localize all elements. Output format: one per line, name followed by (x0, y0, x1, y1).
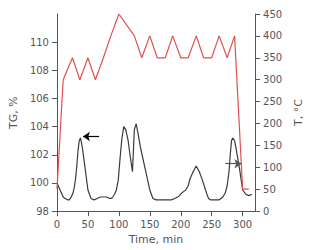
svg-text:106: 106 (30, 93, 49, 104)
svg-text:104: 104 (30, 121, 49, 132)
svg-text:400: 400 (263, 30, 282, 41)
svg-text:450: 450 (263, 9, 282, 20)
svg-text:250: 250 (263, 96, 282, 107)
svg-text:102: 102 (30, 149, 49, 160)
svg-text:50: 50 (263, 184, 276, 195)
svg-text:100: 100 (263, 162, 282, 173)
svg-text:350: 350 (263, 52, 282, 63)
svg-text:300: 300 (263, 74, 282, 85)
svg-text:250: 250 (202, 219, 221, 230)
svg-text:TG, %: TG, % (7, 96, 20, 130)
svg-text:0: 0 (54, 219, 60, 230)
svg-text:T, °C: T, °C (292, 99, 305, 127)
svg-text:110: 110 (30, 37, 49, 48)
svg-text:98: 98 (36, 206, 49, 217)
svg-text:100: 100 (30, 177, 49, 188)
svg-text:200: 200 (263, 118, 282, 129)
svg-text:100: 100 (109, 219, 128, 230)
svg-text:300: 300 (233, 219, 252, 230)
svg-text:108: 108 (30, 65, 49, 76)
svg-text:200: 200 (171, 219, 190, 230)
svg-text:0: 0 (263, 206, 269, 217)
svg-text:150: 150 (263, 140, 282, 151)
svg-text:Time, min: Time, min (128, 233, 184, 246)
svg-text:150: 150 (140, 219, 159, 230)
svg-text:50: 50 (82, 219, 95, 230)
